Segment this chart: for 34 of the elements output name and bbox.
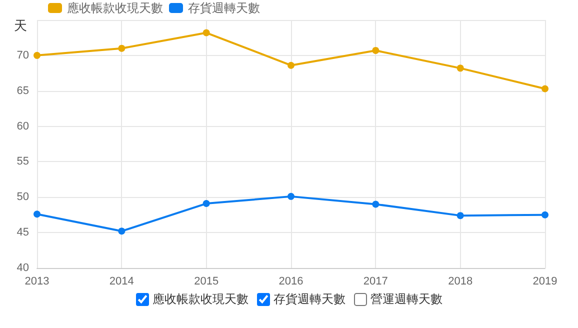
legend-label: 存貨週轉天數	[188, 1, 260, 15]
point	[202, 29, 210, 36]
y-axis-title: 天	[14, 18, 27, 33]
y-tick-label: 40	[16, 262, 29, 274]
x-tick-label: 2013	[24, 276, 50, 288]
point	[372, 46, 380, 54]
text: 營運週轉天數	[370, 290, 442, 308]
y-tick-label: 70	[16, 49, 29, 62]
point	[542, 85, 548, 92]
x-tick-label: 2019	[532, 276, 558, 288]
point	[118, 228, 126, 235]
point	[288, 192, 294, 200]
legend-label: 應收帳款收現天數	[67, 1, 163, 15]
x-tick-label: 2014	[109, 276, 134, 288]
y-tick-label: 45	[16, 226, 29, 239]
y-tick-label: 65	[16, 84, 29, 97]
text: 存貨週轉天數	[274, 292, 346, 306]
y-tick-label: 60	[16, 120, 29, 132]
point	[202, 200, 210, 208]
point	[118, 44, 126, 52]
x-tick-label: 2017	[363, 276, 388, 288]
x-tick-label: 2018	[448, 276, 473, 288]
point	[34, 52, 40, 59]
point	[456, 212, 464, 220]
point	[288, 62, 294, 69]
point	[372, 200, 380, 208]
point	[456, 64, 464, 72]
y-tick-label: 55	[16, 156, 29, 168]
y-tick-label: 50	[16, 191, 29, 204]
text: 應收帳款收現天數	[152, 292, 248, 306]
x-tick-label: 2015	[194, 276, 219, 288]
point	[34, 210, 40, 218]
x-tick-label: 2016	[278, 276, 304, 288]
point	[542, 211, 548, 218]
